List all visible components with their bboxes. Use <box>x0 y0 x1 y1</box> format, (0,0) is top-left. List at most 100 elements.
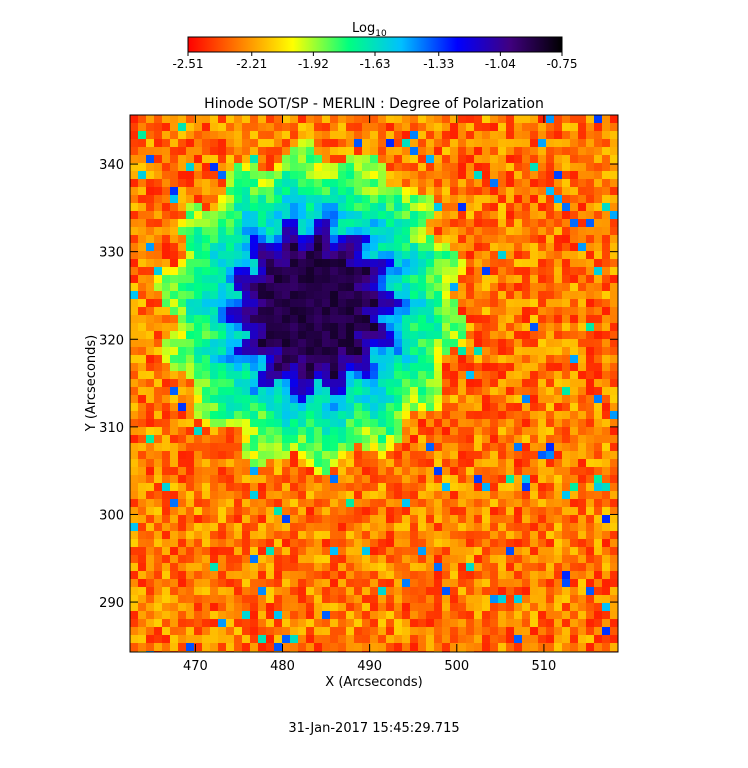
heatmap-cell <box>450 403 458 411</box>
heatmap-cell <box>314 171 322 179</box>
heatmap-cell <box>394 387 402 395</box>
heatmap-cell <box>434 603 442 611</box>
heatmap-cell <box>410 139 418 147</box>
heatmap-cell <box>274 515 282 523</box>
heatmap-cell <box>242 483 250 491</box>
heatmap-cell <box>386 483 394 491</box>
heatmap-cell <box>522 171 530 179</box>
heatmap-cell <box>386 299 394 307</box>
heatmap-cell <box>258 283 266 291</box>
heatmap-cell <box>234 507 242 515</box>
heatmap-cell <box>130 267 138 275</box>
heatmap-cell <box>322 443 330 451</box>
heatmap-cell <box>218 507 226 515</box>
heatmap-cell <box>314 179 322 187</box>
heatmap-cell <box>554 531 562 539</box>
heatmap-cell <box>290 403 298 411</box>
heatmap-cell <box>514 115 522 123</box>
heatmap-cell <box>194 139 202 147</box>
heatmap-cell <box>514 323 522 331</box>
heatmap-cell <box>450 147 458 155</box>
heatmap-cell <box>370 467 378 475</box>
heatmap-cell <box>146 547 154 555</box>
heatmap-cell <box>130 579 138 587</box>
heatmap-cell <box>242 571 250 579</box>
heatmap-cell <box>290 363 298 371</box>
heatmap-cell <box>290 451 298 459</box>
heatmap-cell <box>330 331 338 339</box>
heatmap-cell <box>386 411 394 419</box>
heatmap-cell <box>410 283 418 291</box>
heatmap-cell <box>466 275 474 283</box>
heatmap-cell <box>610 635 618 643</box>
heatmap-cell <box>458 395 466 403</box>
heatmap-cell <box>522 363 530 371</box>
heatmap-cell <box>170 627 178 635</box>
heatmap-cell <box>346 427 354 435</box>
heatmap-cell <box>554 483 562 491</box>
heatmap-cell <box>610 179 618 187</box>
heatmap-cell <box>282 427 290 435</box>
heatmap-cell <box>306 147 314 155</box>
heatmap-cell <box>266 339 274 347</box>
heatmap-cell <box>482 363 490 371</box>
heatmap-cell <box>354 323 362 331</box>
heatmap-cell <box>418 443 426 451</box>
heatmap-cell <box>242 163 250 171</box>
heatmap-cell <box>258 123 266 131</box>
heatmap-cell <box>178 155 186 163</box>
heatmap-cell <box>298 115 306 123</box>
heatmap-cell <box>498 435 506 443</box>
heatmap-cell <box>594 619 602 627</box>
heatmap-cell <box>138 179 146 187</box>
heatmap-cell <box>258 163 266 171</box>
heatmap-cell <box>346 563 354 571</box>
heatmap-cell <box>370 507 378 515</box>
heatmap-cell <box>226 347 234 355</box>
heatmap-cell <box>386 123 394 131</box>
heatmap-cell <box>306 555 314 563</box>
heatmap-cell <box>562 387 570 395</box>
heatmap-cell <box>210 291 218 299</box>
heatmap-cell <box>418 283 426 291</box>
heatmap-cell <box>162 395 170 403</box>
heatmap-cell <box>210 635 218 643</box>
heatmap-cell <box>570 179 578 187</box>
heatmap-cell <box>474 603 482 611</box>
heatmap-cell <box>290 563 298 571</box>
heatmap-cell <box>514 539 522 547</box>
heatmap-cell <box>346 291 354 299</box>
heatmap-cell <box>434 331 442 339</box>
heatmap-cell <box>474 419 482 427</box>
heatmap-cell <box>298 483 306 491</box>
heatmap-cell <box>474 387 482 395</box>
heatmap-cell <box>418 515 426 523</box>
heatmap-cell <box>186 331 194 339</box>
heatmap-cell <box>370 571 378 579</box>
heatmap-cell <box>330 579 338 587</box>
heatmap-cell <box>138 315 146 323</box>
heatmap-cell <box>194 523 202 531</box>
heatmap-cell <box>178 163 186 171</box>
heatmap-cell <box>346 627 354 635</box>
heatmap-cell <box>394 603 402 611</box>
heatmap-cell <box>242 131 250 139</box>
heatmap-cell <box>290 155 298 163</box>
heatmap-cell <box>514 163 522 171</box>
heatmap-cell <box>322 603 330 611</box>
heatmap-cell <box>202 603 210 611</box>
heatmap-cell <box>250 243 258 251</box>
heatmap-cell <box>258 411 266 419</box>
heatmap-cell <box>362 259 370 267</box>
heatmap-cell <box>586 139 594 147</box>
heatmap-cell <box>394 347 402 355</box>
heatmap-cell <box>338 355 346 363</box>
heatmap-cell <box>386 219 394 227</box>
heatmap-cell <box>394 643 402 651</box>
heatmap-cell <box>506 499 514 507</box>
heatmap-cell <box>154 227 162 235</box>
heatmap-cell <box>522 195 530 203</box>
heatmap-cell <box>554 203 562 211</box>
heatmap-cell <box>210 347 218 355</box>
heatmap-cell <box>394 123 402 131</box>
